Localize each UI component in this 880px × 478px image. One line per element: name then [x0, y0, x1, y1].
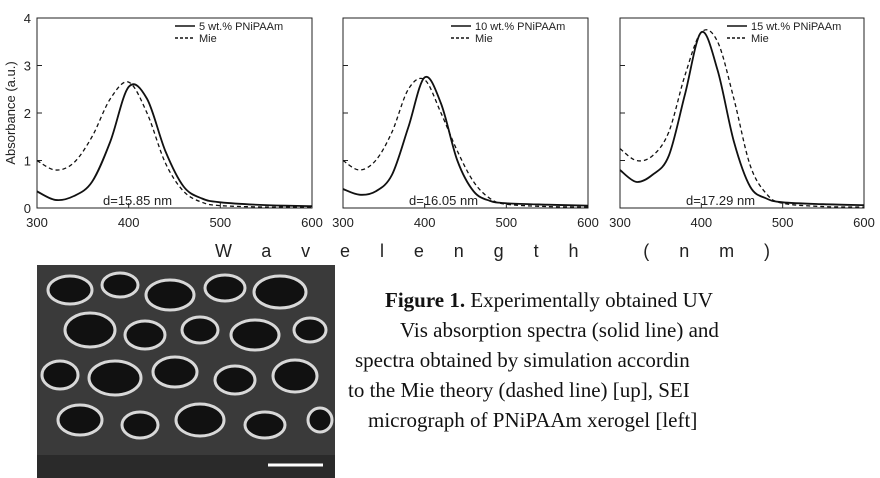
caption-line: to the Mie theory (dashed line) [up], SE…	[348, 378, 690, 402]
plot-frame	[36, 17, 313, 209]
x-tick-label: 400	[690, 215, 712, 230]
series-line	[36, 81, 313, 208]
annotation: d=15.85 nm	[103, 193, 172, 208]
legend-label: 5 wt.% PNiPAAm	[199, 21, 283, 33]
legend-label: Mie	[475, 33, 493, 45]
legend-label: Mie	[751, 33, 769, 45]
x-tick-label: 300	[26, 215, 48, 230]
series-line	[342, 75, 589, 207]
caption-line: Figure 1. Experimentally obtained UV	[385, 288, 713, 312]
x-tick-label: 400	[118, 215, 140, 230]
legend-label: 10 wt.% PNiPAAm	[475, 21, 565, 33]
y-tick-label: 4	[24, 11, 31, 26]
x-tick-label: 500	[209, 215, 231, 230]
annotation: d=17.29 nm	[686, 193, 755, 208]
y-tick-label: 2	[24, 106, 31, 121]
y-tick-label: 3	[24, 59, 31, 74]
legend-label: 15 wt.% PNiPAAm	[751, 21, 841, 33]
x-tick-label: 600	[853, 215, 875, 230]
y-tick-label: 0	[24, 201, 31, 216]
plot-frame	[619, 17, 865, 209]
legend-label: Mie	[199, 33, 217, 45]
y-tick-label: 1	[24, 154, 31, 169]
caption-text: Experimentally obtained UV	[465, 288, 713, 312]
y-axis-label: Absorbance (a.u.)	[3, 61, 18, 164]
x-tick-label: 500	[772, 215, 794, 230]
x-tick-label: 500	[495, 215, 517, 230]
series-line	[619, 29, 865, 208]
series-line	[342, 77, 589, 208]
x-tick-label: 300	[609, 215, 631, 230]
x-tick-label: 600	[301, 215, 323, 230]
caption-line: spectra obtained by simulation accordin	[355, 348, 690, 372]
x-tick-label: 600	[577, 215, 599, 230]
caption-label: Figure 1.	[385, 288, 465, 312]
series-line	[36, 83, 313, 207]
x-tick-label: 300	[332, 215, 354, 230]
x-tick-label: 400	[414, 215, 436, 230]
caption-line: Vis absorption spectra (solid line) and	[400, 318, 719, 342]
x-axis-label: Wavelength (nm)	[215, 241, 770, 261]
annotation: d=16.05 nm	[409, 193, 478, 208]
sem-image	[37, 265, 335, 478]
caption-line: micrograph of PNiPAAm xerogel [left]	[368, 408, 697, 432]
series-line	[619, 31, 865, 207]
